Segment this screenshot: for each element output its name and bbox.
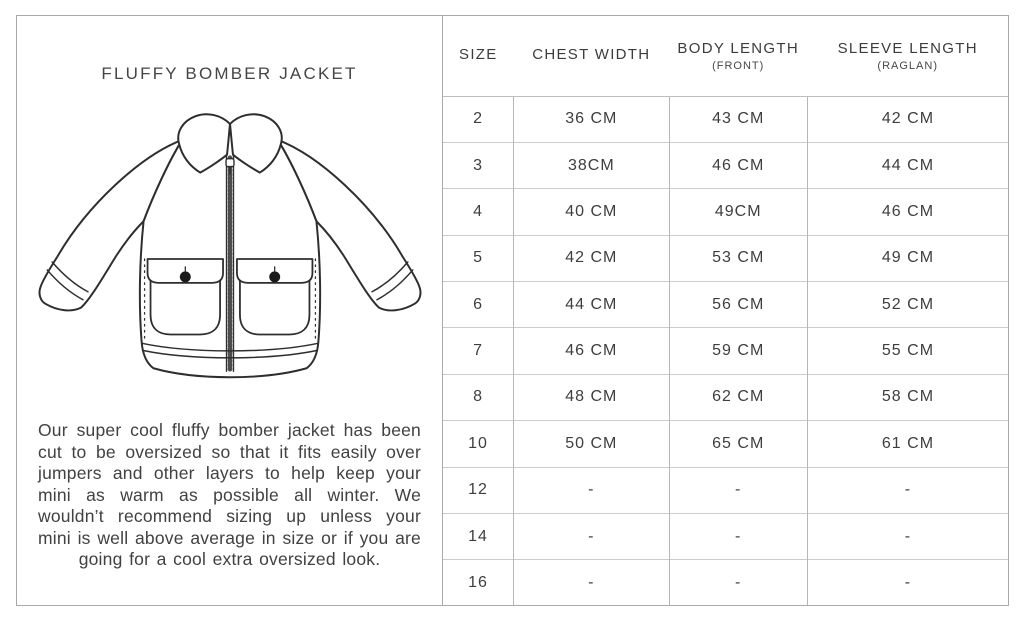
table-row: 3 38CM 46 CM 44 CM — [443, 141, 1008, 189]
size-cell: 12 — [443, 466, 514, 514]
table-row: 10 50 CM 65 CM 61 CM — [443, 420, 1008, 467]
table-row: 12- - - — [443, 466, 1008, 514]
table-row: 5 42 CM 53 CM 49 CM — [443, 234, 1008, 282]
measurement-cell: 58 CM — [806, 373, 1008, 421]
product-info-panel: FLUFFY BOMBER JACKET — [17, 16, 442, 605]
measurement-cell: 50 CM — [513, 420, 669, 467]
measurement-cell: 49CM — [668, 188, 808, 236]
jacket-sleeves — [38, 138, 421, 312]
measurement-cell: 53 CM — [668, 234, 808, 282]
measurement-cell: - — [668, 466, 808, 514]
size-guide-sheet: FLUFFY BOMBER JACKET — [16, 15, 1009, 606]
measurement-cell: 59 CM — [668, 327, 808, 375]
table-row: 14- - - — [443, 512, 1008, 560]
size-cell: 10 — [443, 420, 514, 467]
measurement-cell: 52 CM — [806, 280, 1008, 328]
product-description: Our super cool fluffy bomber jacket has … — [38, 420, 421, 570]
jacket-illustration-container — [17, 110, 442, 408]
measurement-cell: 55 CM — [806, 327, 1008, 375]
measurement-cell: - — [513, 559, 669, 605]
measurement-cell: 43 CM — [668, 95, 808, 143]
column-header-body-length: BODY LENGTH (FRONT) — [669, 16, 808, 97]
pocket-button-left — [179, 271, 191, 283]
size-cell: 14 — [443, 512, 514, 560]
measurement-cell: - — [668, 559, 808, 605]
measurement-cell: 62 CM — [668, 373, 808, 421]
size-cell: 3 — [443, 141, 514, 189]
measurement-cell: - — [806, 466, 1008, 514]
measurement-cell: 42 CM — [806, 95, 1008, 143]
measurement-cell: - — [668, 512, 808, 560]
column-header-sleeve-length: SLEEVE LENGTH (RAGLAN) — [807, 16, 1008, 97]
measurement-cell: 65 CM — [668, 420, 808, 467]
measurement-cell: 38CM — [513, 141, 669, 189]
size-table-header-row: SIZE CHEST WIDTH BODY LENGTH (FRONT) SLE… — [443, 16, 1008, 97]
size-cell: 6 — [443, 280, 514, 328]
measurement-cell: - — [806, 512, 1008, 560]
jacket-pockets — [146, 258, 313, 336]
jacket-zipper — [224, 154, 235, 372]
measurement-cell: 44 CM — [806, 141, 1008, 189]
measurement-cell: 46 CM — [668, 141, 808, 189]
measurement-cell: 46 CM — [513, 327, 669, 375]
measurement-cell: 42 CM — [513, 234, 669, 282]
measurement-cell: - — [513, 512, 669, 560]
jacket-collar — [176, 113, 283, 174]
size-cell: 8 — [443, 373, 514, 421]
size-cell: 2 — [443, 95, 514, 143]
bomber-jacket-illustration — [38, 113, 421, 379]
table-row: 2 36 CM 43 CM 42 CM — [443, 95, 1008, 143]
size-cell: 4 — [443, 188, 514, 236]
measurement-cell: 48 CM — [513, 373, 669, 421]
measurement-cell: 46 CM — [806, 188, 1008, 236]
size-table-panel: SIZE CHEST WIDTH BODY LENGTH (FRONT) SLE… — [442, 16, 1008, 605]
measurement-cell: 56 CM — [668, 280, 808, 328]
measurement-cell: 44 CM — [513, 280, 669, 328]
table-row: 7 46 CM 59 CM 55 CM — [443, 327, 1008, 375]
table-row: 16- - - — [443, 559, 1008, 605]
table-row: 4 40 CM 49CM 46 CM — [443, 188, 1008, 236]
size-table-body: 2 36 CM 43 CM 42 CM 3 38CM 46 CM 44 CM 4 40 CM 49C… — [443, 95, 1008, 605]
table-row: 6 44 CM 56 CM 52 CM — [443, 280, 1008, 328]
size-cell: 16 — [443, 559, 514, 605]
column-header-size: SIZE — [443, 16, 514, 97]
size-cell: 5 — [443, 234, 514, 282]
product-title: FLUFFY BOMBER JACKET — [101, 64, 358, 83]
size-table: SIZE CHEST WIDTH BODY LENGTH (FRONT) SLE… — [443, 16, 1008, 605]
measurement-cell: 36 CM — [513, 95, 669, 143]
measurement-cell: 61 CM — [806, 420, 1008, 467]
column-header-chest-width: CHEST WIDTH — [513, 16, 669, 97]
size-cell: 7 — [443, 327, 514, 375]
measurement-cell: - — [513, 466, 669, 514]
measurement-cell: 49 CM — [806, 234, 1008, 282]
table-row: 8 48 CM 62 CM 58 CM — [443, 373, 1008, 421]
measurement-cell: 40 CM — [513, 188, 669, 236]
pocket-button-right — [268, 271, 280, 283]
measurement-cell: - — [806, 559, 1008, 605]
